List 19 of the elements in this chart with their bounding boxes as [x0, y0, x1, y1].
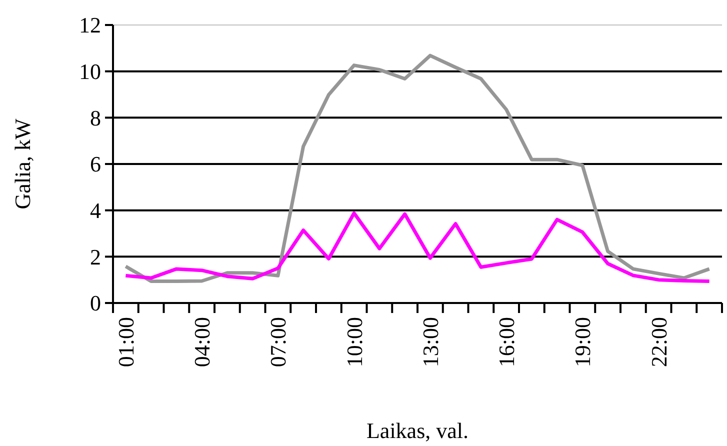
line-series [124, 211, 712, 283]
x-axis-title: Laikas, val. [366, 418, 469, 443]
x-tick-label: 22:00 [646, 317, 672, 368]
y-tick-label: 6 [90, 152, 101, 177]
y-axis-title: Galia, kW [10, 118, 35, 210]
x-tick-label: 13:00 [418, 317, 443, 368]
x-tick-label: 01:00 [113, 317, 138, 368]
y-tick-label: 2 [90, 244, 101, 270]
x-tick-label: 07:00 [266, 317, 291, 368]
x-tick-label: 16:00 [494, 317, 520, 368]
y-tick-label: 8 [90, 105, 101, 130]
x-tick-label: 19:00 [570, 317, 596, 368]
line-series [124, 54, 712, 283]
y-tick-label: 12 [79, 12, 101, 38]
y-tick-label: 10 [79, 59, 101, 84]
x-tick-label: 04:00 [190, 317, 215, 368]
y-tick-label: 0 [90, 290, 101, 316]
y-tick-label: 4 [90, 198, 101, 224]
x-tick-label: 10:00 [342, 317, 367, 368]
